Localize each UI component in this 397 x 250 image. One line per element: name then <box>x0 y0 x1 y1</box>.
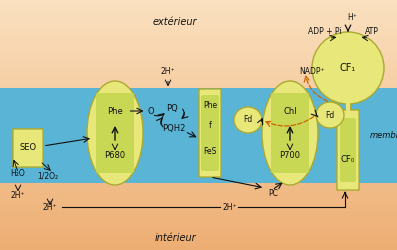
FancyBboxPatch shape <box>13 129 43 167</box>
Text: 2H⁺: 2H⁺ <box>223 202 237 211</box>
FancyBboxPatch shape <box>96 93 134 173</box>
FancyBboxPatch shape <box>271 93 309 173</box>
FancyBboxPatch shape <box>201 95 219 171</box>
Text: 2H⁺: 2H⁺ <box>11 192 25 200</box>
Text: H₂O: H₂O <box>10 170 25 178</box>
Ellipse shape <box>262 81 318 185</box>
Text: PC: PC <box>268 190 278 198</box>
Text: PQ: PQ <box>166 104 178 112</box>
Text: 2H⁺: 2H⁺ <box>161 68 175 76</box>
Ellipse shape <box>316 102 344 128</box>
Text: membrane: membrane <box>370 130 397 140</box>
Text: CF₀: CF₀ <box>341 156 355 164</box>
Text: Fd: Fd <box>326 110 335 120</box>
Text: P680: P680 <box>104 150 125 160</box>
Ellipse shape <box>87 81 143 185</box>
Text: PQH2: PQH2 <box>162 124 186 132</box>
Text: H⁺: H⁺ <box>347 14 357 22</box>
Ellipse shape <box>312 32 384 104</box>
Text: extérieur: extérieur <box>153 17 197 27</box>
Text: 2H⁺: 2H⁺ <box>43 202 57 211</box>
FancyBboxPatch shape <box>199 89 221 177</box>
Text: P700: P700 <box>279 150 301 160</box>
Text: Chl: Chl <box>283 106 297 116</box>
Text: intérieur: intérieur <box>154 233 196 243</box>
Text: Fd: Fd <box>243 116 252 124</box>
Text: CF₁: CF₁ <box>340 63 356 73</box>
Text: Phe: Phe <box>203 100 217 110</box>
Text: NADP⁺: NADP⁺ <box>299 68 325 76</box>
Text: f: f <box>209 120 211 130</box>
FancyBboxPatch shape <box>337 110 359 190</box>
Ellipse shape <box>234 107 262 133</box>
Text: FeS: FeS <box>203 146 217 156</box>
Text: ADP + Pi: ADP + Pi <box>308 28 342 36</box>
Text: O: O <box>148 106 154 116</box>
Text: Phe: Phe <box>107 106 123 116</box>
Text: 1/2O₂: 1/2O₂ <box>37 172 59 180</box>
Text: SEO: SEO <box>19 144 37 152</box>
FancyBboxPatch shape <box>340 118 356 182</box>
Text: ATP: ATP <box>365 28 379 36</box>
